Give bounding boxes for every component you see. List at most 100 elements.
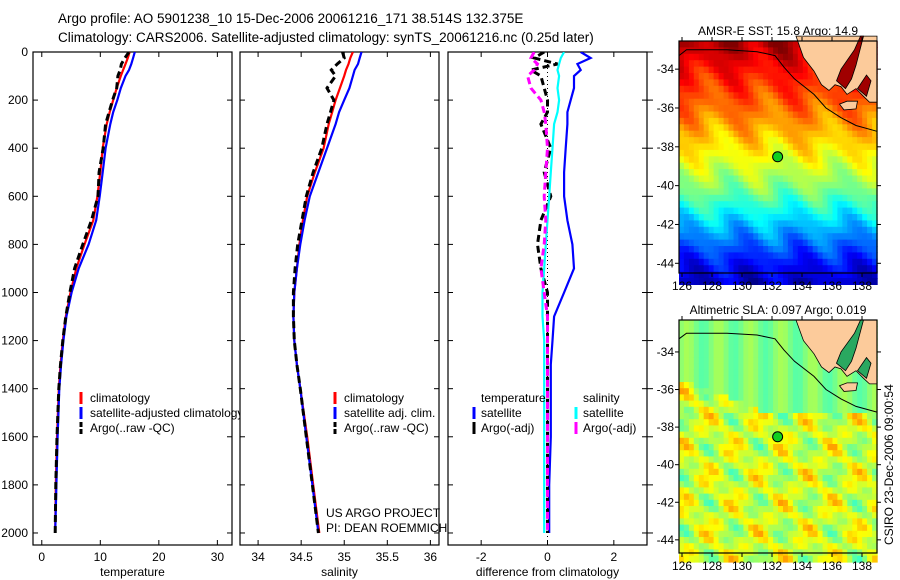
map-cell bbox=[812, 162, 819, 170]
map-cell bbox=[783, 431, 789, 439]
map-cell bbox=[679, 382, 685, 389]
lon-tick-label: 136 bbox=[822, 279, 842, 293]
map-cell bbox=[783, 194, 789, 202]
map-cell bbox=[693, 201, 700, 209]
map-cell bbox=[792, 239, 799, 247]
map-cell bbox=[753, 258, 759, 266]
map-cell bbox=[708, 369, 715, 377]
map-cell bbox=[688, 518, 695, 526]
map-cell bbox=[812, 201, 819, 209]
map-cell bbox=[827, 207, 834, 215]
map-cell bbox=[792, 468, 799, 476]
map-cell bbox=[748, 124, 754, 132]
map-cell bbox=[837, 162, 843, 170]
map-cell bbox=[857, 506, 863, 513]
map-cell bbox=[872, 450, 878, 458]
map-cell bbox=[802, 79, 809, 87]
map-cell bbox=[748, 406, 754, 414]
map-cell bbox=[718, 66, 725, 74]
map-cell bbox=[748, 194, 754, 202]
map-cell bbox=[688, 226, 695, 234]
map-cell bbox=[679, 130, 685, 138]
map-cell bbox=[857, 431, 863, 439]
map-cell bbox=[847, 413, 853, 420]
map-cell bbox=[728, 143, 735, 151]
map-cell bbox=[693, 332, 700, 340]
map-cell bbox=[857, 220, 863, 228]
map-cell bbox=[817, 117, 824, 125]
map-cell bbox=[743, 537, 749, 544]
map-cell bbox=[832, 462, 839, 470]
map-cell bbox=[693, 233, 700, 241]
map-cell bbox=[797, 406, 804, 414]
map-cell bbox=[827, 413, 834, 420]
map-cell bbox=[698, 530, 705, 538]
map-cell bbox=[679, 246, 685, 253]
map-cell bbox=[748, 143, 754, 151]
map-cell bbox=[832, 98, 839, 106]
map-cell bbox=[748, 506, 754, 513]
map-cell bbox=[693, 425, 700, 433]
map-cell bbox=[837, 499, 843, 507]
map-cell bbox=[832, 246, 839, 253]
map-cell bbox=[738, 156, 744, 164]
map-cell bbox=[827, 137, 834, 145]
map-cell bbox=[778, 214, 784, 221]
map-cell bbox=[837, 450, 843, 458]
map-cell bbox=[807, 543, 814, 551]
map-cell bbox=[857, 537, 863, 544]
map-cell bbox=[693, 60, 700, 68]
map-cell bbox=[862, 169, 868, 177]
map-cell bbox=[837, 175, 843, 183]
map-cell bbox=[688, 382, 695, 389]
map-cell bbox=[778, 338, 784, 346]
map-cell bbox=[837, 487, 843, 495]
map-cell bbox=[748, 332, 754, 340]
map-cell bbox=[867, 543, 873, 551]
project-annotation: US ARGO PROJECT bbox=[326, 506, 441, 520]
map-cell bbox=[718, 351, 725, 358]
map-cell bbox=[862, 530, 868, 538]
map-cell bbox=[842, 419, 848, 427]
legend-label: Argo(..raw -QC) bbox=[90, 421, 175, 435]
map-cell bbox=[857, 201, 863, 209]
map-cell bbox=[753, 143, 759, 151]
map-cell bbox=[778, 406, 784, 414]
map-cell bbox=[723, 382, 730, 389]
map-cell bbox=[822, 214, 829, 221]
map-cell bbox=[738, 413, 744, 420]
map-cell bbox=[787, 518, 794, 526]
map-cell bbox=[852, 207, 858, 215]
map-cell bbox=[872, 220, 878, 228]
map-cell bbox=[718, 499, 725, 507]
map-cell bbox=[723, 506, 730, 513]
map-cell bbox=[693, 512, 700, 520]
map-cell bbox=[768, 475, 774, 482]
map-cell bbox=[842, 431, 848, 439]
map-cell bbox=[867, 487, 873, 495]
map-cell bbox=[832, 162, 839, 170]
map-cell bbox=[679, 475, 685, 482]
map-cell bbox=[738, 239, 744, 247]
map-cell bbox=[862, 524, 868, 532]
map-cell bbox=[802, 226, 809, 234]
map-cell bbox=[812, 207, 819, 215]
map-cell bbox=[698, 518, 705, 526]
map-cell bbox=[728, 444, 735, 451]
map-cell bbox=[718, 512, 725, 520]
map-frame bbox=[678, 319, 878, 554]
map-cell bbox=[783, 320, 789, 327]
map-cell bbox=[693, 85, 700, 93]
map-cell bbox=[787, 543, 794, 551]
map-cell bbox=[783, 220, 789, 228]
map-cell bbox=[847, 220, 853, 228]
map-cell bbox=[768, 105, 774, 113]
map-cell bbox=[753, 475, 759, 482]
map-cell bbox=[738, 475, 744, 482]
map-cell bbox=[679, 149, 685, 157]
map-cell bbox=[688, 60, 695, 68]
map-cell bbox=[852, 181, 858, 189]
map-cell bbox=[733, 143, 740, 151]
map-cell bbox=[827, 214, 834, 221]
map-cell bbox=[748, 105, 754, 113]
